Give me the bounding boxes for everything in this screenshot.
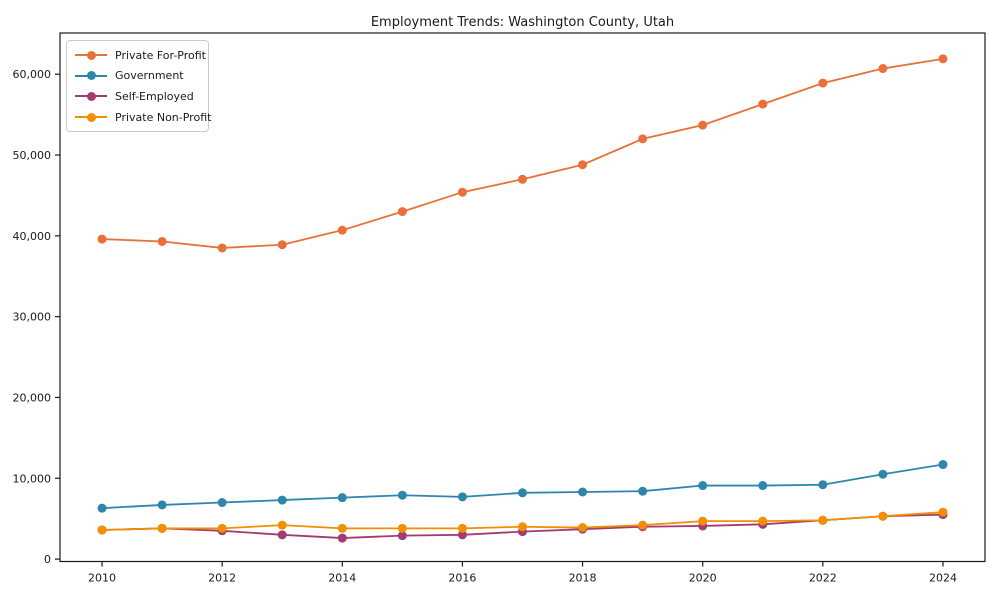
data-point-marker	[397, 207, 407, 217]
legend-label: Private Non-Profit	[115, 110, 212, 124]
data-point-marker	[397, 523, 407, 533]
data-point-marker	[277, 495, 287, 505]
data-point-marker	[578, 160, 588, 170]
data-point-marker	[397, 531, 407, 541]
data-point-marker	[457, 187, 467, 197]
data-point-marker	[698, 481, 708, 491]
data-point-marker	[578, 487, 588, 497]
data-point-marker	[758, 99, 768, 109]
y-tick-label: 20,000	[13, 391, 52, 404]
x-tick-label: 2024	[929, 572, 957, 585]
legend-marker	[75, 91, 107, 101]
data-point-marker	[818, 480, 828, 490]
data-point-marker	[638, 486, 648, 496]
data-point-marker	[277, 240, 287, 250]
legend-label: Self-Employed	[115, 89, 194, 103]
data-point-marker	[518, 174, 527, 184]
data-point-marker	[878, 469, 888, 479]
x-tick-label: 2020	[689, 572, 717, 585]
data-point-marker	[758, 481, 768, 491]
chart-legend: Private For-Profit Government Self-Employe…	[66, 40, 211, 133]
series-private-non-profit	[97, 507, 948, 535]
data-point-marker	[337, 225, 347, 235]
legend-item-self-employed: Self-Employed	[69, 86, 206, 107]
x-tick-label: 2022	[809, 572, 837, 585]
data-point-marker	[938, 54, 948, 64]
chart-title: Employment Trends: Washington County, Ut…	[371, 15, 674, 30]
data-point-marker	[698, 120, 708, 130]
x-tick-label: 2012	[208, 572, 236, 585]
legend-label: Private For-Profit	[115, 48, 206, 62]
data-point-marker	[217, 498, 227, 508]
data-point-marker	[518, 488, 527, 498]
data-point-marker	[578, 523, 588, 533]
data-point-marker	[818, 515, 828, 525]
data-point-marker	[337, 533, 347, 543]
y-tick-label: 50,000	[13, 149, 52, 162]
data-point-marker	[938, 507, 948, 517]
y-tick-label: 0	[44, 553, 51, 566]
data-point-marker	[878, 64, 888, 74]
x-tick-label: 2014	[328, 572, 356, 585]
data-point-marker	[818, 78, 828, 88]
data-point-marker	[157, 236, 167, 246]
data-point-marker	[457, 492, 467, 502]
data-point-marker	[938, 460, 948, 470]
data-point-marker	[638, 520, 648, 530]
y-tick-label: 30,000	[13, 311, 52, 324]
series-line	[101, 463, 944, 510]
data-point-marker	[157, 500, 167, 510]
y-tick-label: 40,000	[13, 230, 52, 243]
legend-item-private-for-profit: Private For-Profit	[69, 45, 206, 66]
x-tick-label: 2018	[569, 572, 597, 585]
data-point-marker	[878, 511, 888, 521]
legend-item-government: Government	[69, 66, 206, 87]
legend-item-private-non-profit: Private Non-Profit	[69, 107, 211, 128]
data-point-marker	[217, 243, 227, 253]
legend-marker	[75, 112, 107, 122]
data-point-marker	[518, 522, 527, 532]
y-tick-label: 60,000	[13, 68, 52, 81]
data-point-marker	[638, 134, 648, 144]
series-line	[102, 57, 944, 249]
data-point-marker	[97, 525, 107, 535]
series-government	[97, 460, 948, 513]
legend-marker	[75, 71, 107, 81]
x-tick-label: 2016	[448, 572, 476, 585]
data-point-marker	[337, 493, 347, 503]
data-point-marker	[97, 503, 107, 513]
data-point-marker	[217, 523, 227, 533]
data-point-marker	[457, 523, 467, 533]
data-point-marker	[277, 520, 287, 530]
data-point-marker	[337, 523, 347, 533]
data-point-marker	[157, 523, 167, 533]
plot-border	[59, 32, 986, 563]
data-point-marker	[758, 516, 768, 526]
data-point-marker	[97, 234, 107, 244]
data-point-marker	[397, 490, 407, 500]
legend-label: Government	[115, 69, 184, 83]
x-tick-label: 2010	[88, 572, 116, 585]
legend-marker	[75, 50, 107, 60]
series-private-for-profit	[97, 54, 948, 253]
data-point-marker	[698, 516, 708, 526]
y-tick-label: 10,000	[13, 472, 52, 485]
data-point-marker	[457, 530, 467, 540]
data-point-marker	[277, 530, 287, 540]
